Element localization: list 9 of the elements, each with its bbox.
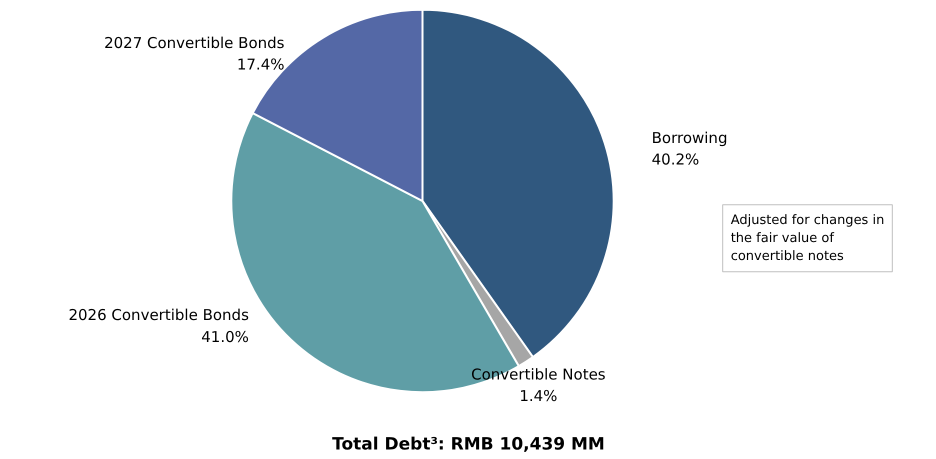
text: Total Debt³: RMB 10,439 MM bbox=[332, 434, 605, 454]
slice-label: Borrowing bbox=[652, 128, 728, 147]
data-label: 40.2% bbox=[652, 150, 700, 168]
data-label: 41.0% bbox=[201, 328, 249, 346]
text: Adjusted for changes in the fair value of convertible notes bbox=[730, 212, 884, 264]
data-label: 1.4% bbox=[519, 386, 558, 405]
slice-label: 2027 Convertible Bonds bbox=[104, 34, 285, 52]
data-label: 17.4% bbox=[236, 55, 284, 74]
slice-label: 2026 Convertible Bonds bbox=[68, 306, 250, 324]
